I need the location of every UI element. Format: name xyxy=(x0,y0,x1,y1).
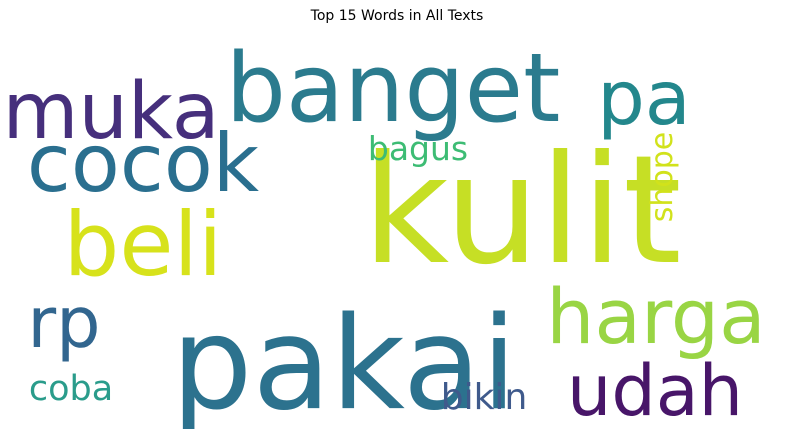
word-rp: rp xyxy=(27,282,100,364)
word-pa: pa xyxy=(597,54,691,142)
word-harga: harga xyxy=(546,272,765,361)
chart-title: Top 15 Words in All Texts xyxy=(310,8,484,24)
word-cocok: cocok xyxy=(27,117,260,210)
word-muka: muka xyxy=(2,67,219,157)
word-shope: shope xyxy=(645,132,680,223)
word-coba: coba xyxy=(29,369,113,409)
word-bikin: bikin xyxy=(441,377,528,418)
word-udah: udah xyxy=(567,350,743,429)
word-banget: banget xyxy=(226,34,561,144)
word-beli: beli xyxy=(64,193,223,296)
word-pakai: pakai xyxy=(171,290,517,429)
word-kulit: kulit xyxy=(362,124,681,298)
word-bagus: bagus xyxy=(368,129,468,168)
